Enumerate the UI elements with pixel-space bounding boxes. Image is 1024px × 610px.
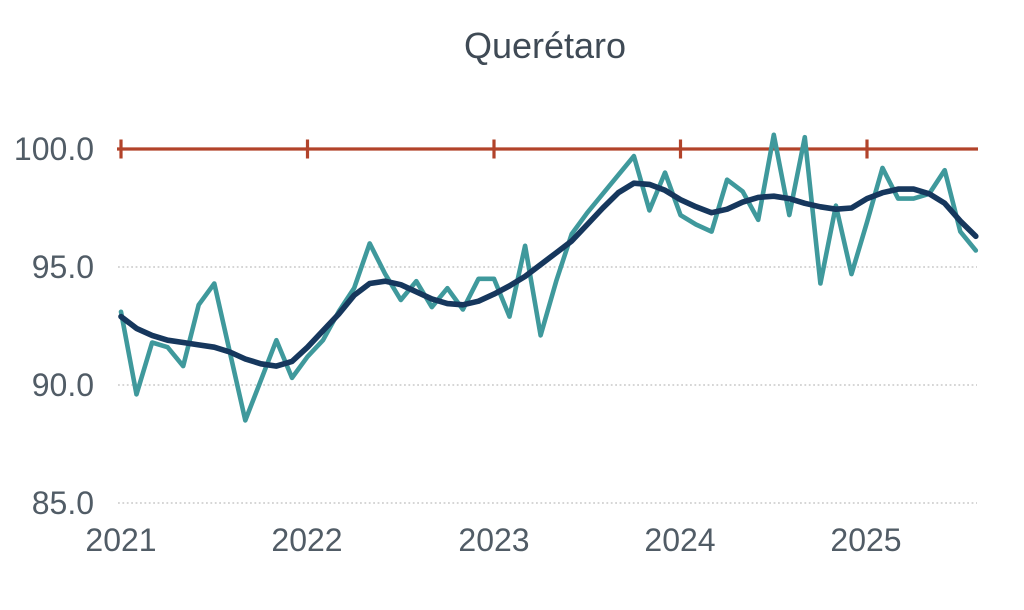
y-tick-label-85: 85.0 (32, 485, 94, 521)
y-tick-label-100: 100.0 (14, 131, 94, 167)
x-tick-label-2024: 2024 (644, 522, 715, 558)
gridlines (118, 266, 977, 504)
trend-series-line (118, 180, 979, 369)
chart-title: Querétaro (464, 25, 626, 66)
x-tick-label-2022: 2022 (271, 522, 342, 558)
reference-line-year-ticks (119, 139, 869, 159)
x-tick-label-2023: 2023 (458, 522, 529, 558)
x-tick-label-2021: 2021 (85, 522, 156, 558)
x-axis: 2021 2022 2023 2024 2025 (85, 522, 901, 558)
reference-line-group (117, 139, 978, 159)
raw-series-line (118, 132, 979, 423)
x-tick-label-2025: 2025 (830, 522, 901, 558)
y-tick-label-90: 90.0 (32, 367, 94, 403)
y-axis: 100.0 95.0 90.0 85.0 (14, 131, 94, 521)
y-tick-label-95: 95.0 (32, 249, 94, 285)
